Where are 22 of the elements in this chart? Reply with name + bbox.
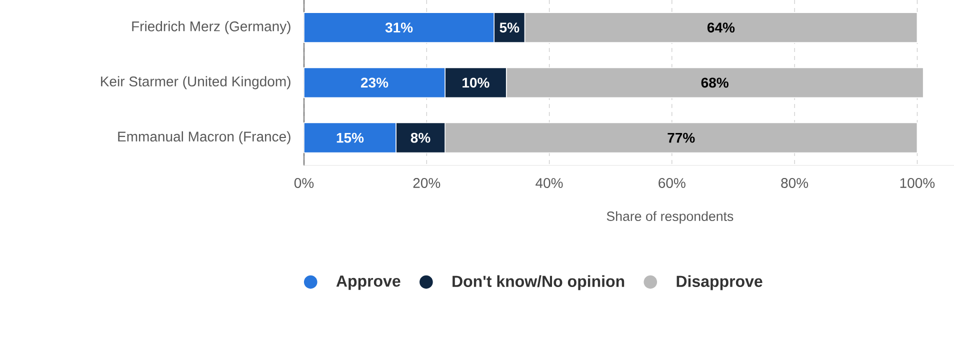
y-tick-label: Emmanual Macron (France) [118, 131, 290, 144]
data-label: 8% [410, 132, 430, 143]
x-tick-label: 20% [413, 178, 440, 188]
y-tick-label: Keir Starmer (United Kingdom) [101, 76, 290, 90]
x-axis-title: Share of respondents [606, 211, 734, 224]
x-tick-label: 40% [536, 178, 563, 188]
data-label: 64% [707, 22, 735, 33]
legend-label: Disapprove [676, 275, 762, 290]
data-label: 68% [701, 78, 728, 88]
x-tick-label: 0% [294, 178, 314, 188]
data-label: 77% [668, 132, 695, 143]
data-label: 10% [462, 78, 490, 88]
y-tick-label: Friedrich Merz (Germany) [132, 21, 290, 34]
x-tick-label: 100% [900, 178, 935, 188]
legend-label: Approve [336, 276, 400, 290]
legend-label: Don't know/No opinion [452, 275, 624, 290]
data-label: 23% [360, 78, 388, 88]
data-label: 5% [500, 22, 520, 33]
x-tick-label: 80% [781, 178, 808, 188]
data-label: 31% [385, 22, 413, 33]
data-label: 15% [336, 132, 364, 143]
x-tick-label: 60% [658, 178, 686, 188]
